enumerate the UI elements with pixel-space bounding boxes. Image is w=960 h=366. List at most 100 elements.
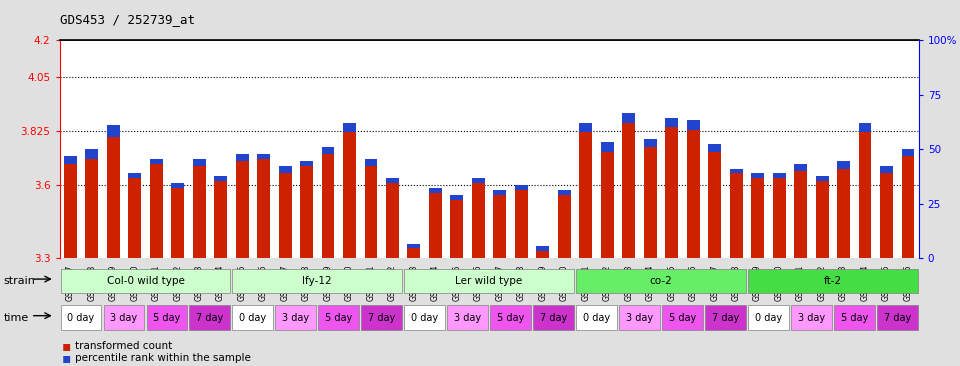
Bar [278, 173, 292, 258]
Bar [622, 113, 636, 123]
FancyBboxPatch shape [876, 305, 918, 330]
Bar [686, 130, 700, 258]
Bar [601, 142, 613, 152]
Bar [579, 132, 592, 258]
Bar [794, 171, 807, 258]
Bar [837, 161, 850, 168]
Bar [472, 183, 485, 258]
Bar [322, 154, 334, 258]
Text: GDS453 / 252739_at: GDS453 / 252739_at [60, 13, 195, 26]
Text: 7 day: 7 day [540, 313, 567, 322]
Bar [150, 159, 162, 164]
Bar [429, 193, 442, 258]
Text: Col-0 wild type: Col-0 wild type [107, 276, 184, 286]
Bar [579, 123, 592, 132]
Bar [601, 152, 613, 258]
FancyBboxPatch shape [60, 305, 102, 330]
FancyBboxPatch shape [748, 305, 789, 330]
Text: 0 day: 0 day [755, 313, 782, 322]
Text: 3 day: 3 day [282, 313, 309, 322]
Bar [257, 159, 270, 258]
Text: 5 day: 5 day [669, 313, 696, 322]
Bar [407, 249, 420, 258]
Bar [278, 166, 292, 173]
Bar [708, 144, 721, 152]
FancyBboxPatch shape [662, 305, 703, 330]
Bar [537, 246, 549, 251]
Bar [386, 183, 399, 258]
Bar [622, 123, 636, 258]
Bar [107, 137, 120, 258]
FancyBboxPatch shape [576, 269, 746, 293]
Bar [214, 180, 228, 258]
Text: 0 day: 0 day [411, 313, 439, 322]
Bar [773, 178, 785, 258]
Bar [257, 154, 270, 159]
Text: ft-2: ft-2 [824, 276, 842, 286]
Bar [235, 154, 249, 161]
Bar [365, 159, 377, 166]
FancyBboxPatch shape [319, 305, 359, 330]
FancyBboxPatch shape [447, 305, 488, 330]
Bar [558, 195, 571, 258]
Bar [63, 164, 77, 258]
Bar [386, 178, 399, 183]
Bar [730, 173, 743, 258]
FancyBboxPatch shape [834, 305, 875, 330]
Bar [63, 156, 77, 164]
Text: Ler wild type: Ler wild type [455, 276, 523, 286]
Bar [644, 139, 657, 147]
Text: transformed count: transformed count [75, 341, 172, 351]
Bar [686, 120, 700, 130]
Text: 3 day: 3 day [454, 313, 481, 322]
Bar [665, 127, 678, 258]
Bar [85, 149, 98, 159]
FancyBboxPatch shape [404, 305, 445, 330]
Bar [150, 164, 162, 258]
Text: strain: strain [4, 276, 36, 286]
Bar [773, 173, 785, 178]
Bar [858, 123, 872, 132]
Bar [537, 251, 549, 258]
Bar [880, 173, 893, 258]
Bar [365, 166, 377, 258]
Bar [129, 173, 141, 178]
Bar [343, 132, 356, 258]
Bar [493, 195, 506, 258]
Bar [407, 243, 420, 249]
Bar [450, 195, 464, 200]
FancyBboxPatch shape [791, 305, 831, 330]
Text: 5 day: 5 day [154, 313, 180, 322]
FancyBboxPatch shape [533, 305, 574, 330]
Bar [751, 173, 764, 178]
Bar [708, 152, 721, 258]
FancyBboxPatch shape [147, 305, 187, 330]
Text: ▪: ▪ [61, 351, 71, 365]
Bar [129, 178, 141, 258]
Text: 7 day: 7 day [883, 313, 911, 322]
Bar [193, 159, 205, 166]
Bar [515, 186, 528, 190]
Bar [343, 123, 356, 132]
FancyBboxPatch shape [748, 269, 918, 293]
FancyBboxPatch shape [60, 269, 230, 293]
Text: ▪: ▪ [61, 339, 71, 353]
FancyBboxPatch shape [232, 269, 402, 293]
Bar [901, 156, 915, 258]
FancyBboxPatch shape [705, 305, 746, 330]
Bar [171, 183, 184, 188]
FancyBboxPatch shape [189, 305, 230, 330]
Text: 7 day: 7 day [368, 313, 396, 322]
FancyBboxPatch shape [491, 305, 531, 330]
Bar [300, 166, 313, 258]
FancyBboxPatch shape [404, 269, 574, 293]
Text: 0 day: 0 day [67, 313, 95, 322]
Text: 0 day: 0 day [583, 313, 611, 322]
Bar [730, 168, 743, 173]
Text: 5 day: 5 day [497, 313, 524, 322]
Bar [300, 161, 313, 166]
Bar [171, 188, 184, 258]
Text: 3 day: 3 day [626, 313, 653, 322]
Text: 3 day: 3 day [110, 313, 137, 322]
Bar [816, 180, 828, 258]
